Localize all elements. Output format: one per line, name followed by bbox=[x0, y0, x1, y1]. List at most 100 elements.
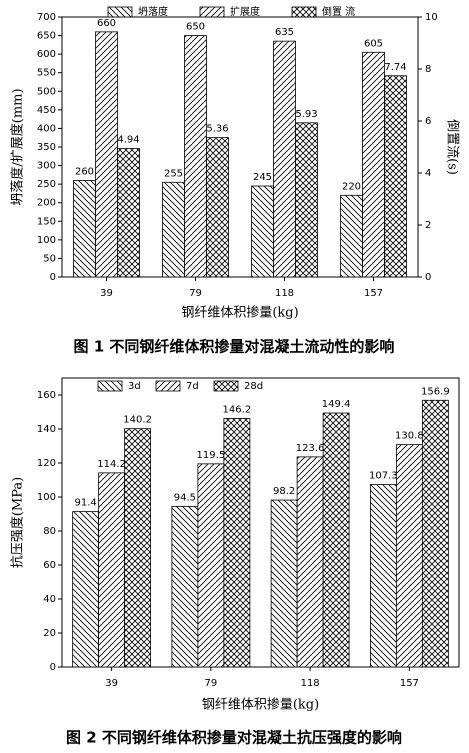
y-tick-label: 350 bbox=[37, 142, 56, 153]
bar bbox=[273, 40, 296, 278]
value-label: 98.2 bbox=[273, 486, 295, 497]
bar bbox=[395, 444, 423, 668]
value-label: 156.9 bbox=[421, 386, 450, 397]
value-label: 7.74 bbox=[384, 62, 406, 73]
value-label: 119.5 bbox=[197, 450, 226, 461]
bar bbox=[162, 181, 185, 278]
bar bbox=[184, 35, 207, 278]
value-label: 635 bbox=[275, 27, 294, 38]
bar bbox=[384, 75, 407, 278]
y2-tick-label: 8 bbox=[425, 64, 431, 75]
value-label: 5.93 bbox=[295, 109, 317, 120]
legend-swatch bbox=[199, 6, 225, 18]
x-tick-label: 118 bbox=[301, 678, 320, 689]
value-label: 255 bbox=[164, 168, 183, 179]
y-tick-label: 600 bbox=[37, 49, 56, 60]
y-tick-label: 140 bbox=[37, 424, 56, 435]
y-tick-label: 50 bbox=[43, 253, 56, 264]
bar bbox=[197, 463, 225, 668]
bar bbox=[206, 137, 229, 278]
bar bbox=[322, 412, 350, 668]
y-tick-label: 150 bbox=[37, 216, 56, 227]
y-tick-label: 20 bbox=[43, 628, 56, 639]
bar bbox=[251, 185, 274, 278]
x-tick-label: 39 bbox=[100, 288, 113, 299]
x-axis-label: 钢纤维体积掺量(kg) bbox=[202, 697, 319, 713]
legend-label: 7d bbox=[186, 381, 199, 392]
bar bbox=[98, 472, 126, 668]
x-tick-label: 157 bbox=[400, 678, 419, 689]
legend-label: 坍落度 bbox=[138, 5, 168, 18]
bar bbox=[340, 194, 363, 278]
y2-tick-label: 0 bbox=[425, 272, 431, 283]
y-tick-label: 80 bbox=[43, 526, 56, 537]
bar bbox=[171, 505, 199, 668]
legend-label: 倒置 流 bbox=[322, 5, 355, 18]
value-label: 149.4 bbox=[322, 399, 351, 410]
y-tick-label: 100 bbox=[37, 235, 56, 246]
bar bbox=[295, 122, 318, 278]
y-tick-label: 250 bbox=[37, 179, 56, 190]
y-tick-label: 700 bbox=[37, 12, 56, 23]
y2-tick-label: 10 bbox=[425, 12, 438, 23]
value-label: 146.2 bbox=[223, 404, 252, 415]
value-label: 140.2 bbox=[123, 415, 152, 426]
legend-swatch bbox=[291, 6, 317, 18]
x-tick-label: 157 bbox=[364, 288, 383, 299]
value-label: 660 bbox=[97, 18, 116, 29]
y-tick-label: 650 bbox=[37, 31, 56, 42]
y-tick-label: 40 bbox=[43, 594, 56, 605]
legend-label: 扩展度 bbox=[230, 5, 260, 18]
x-tick-label: 79 bbox=[205, 678, 218, 689]
x-tick-label: 39 bbox=[105, 678, 118, 689]
y-tick-label: 120 bbox=[37, 458, 56, 469]
value-label: 94.5 bbox=[174, 492, 196, 503]
y2-tick-label: 2 bbox=[425, 220, 431, 231]
x-tick-label: 118 bbox=[275, 288, 294, 299]
caption: 图 1 不同钢纤维体积掺量对混凝土流动性的影响 bbox=[74, 338, 395, 356]
value-label: 245 bbox=[253, 172, 272, 183]
y-tick-label: 160 bbox=[37, 390, 56, 401]
y-tick-label: 200 bbox=[37, 198, 56, 209]
bar bbox=[362, 51, 385, 278]
y2-tick-label: 4 bbox=[425, 168, 431, 179]
value-label: 4.94 bbox=[117, 135, 139, 146]
value-label: 650 bbox=[186, 22, 205, 33]
legend-label: 28d bbox=[244, 381, 263, 392]
legend-swatch bbox=[97, 380, 123, 392]
caption: 图 2 不同钢纤维体积掺量对混凝土抗压强度的影响 bbox=[66, 729, 402, 747]
bar bbox=[117, 148, 140, 278]
value-label: 130.8 bbox=[395, 431, 424, 442]
y2-tick-label: 6 bbox=[425, 116, 431, 127]
y-tick-label: 400 bbox=[37, 123, 56, 134]
value-label: 260 bbox=[75, 166, 94, 177]
y-tick-label: 0 bbox=[50, 662, 56, 673]
y-tick-label: 500 bbox=[37, 86, 56, 97]
bar bbox=[270, 499, 298, 668]
y-tick-label: 450 bbox=[37, 105, 56, 116]
value-label: 220 bbox=[342, 181, 361, 192]
bar bbox=[72, 511, 100, 668]
value-label: 123.6 bbox=[296, 443, 325, 454]
bar bbox=[95, 31, 118, 278]
y-axis-label: 抗压强度(MPa) bbox=[10, 477, 26, 568]
value-label: 107.3 bbox=[369, 471, 398, 482]
legend-swatch bbox=[155, 380, 181, 392]
bar bbox=[223, 418, 251, 668]
value-label: 91.4 bbox=[74, 498, 96, 509]
y-axis-label: 坍落度/扩展度(mm) bbox=[10, 88, 26, 205]
value-label: 5.36 bbox=[206, 124, 228, 135]
y2-axis-label: 倒置流(s) bbox=[445, 119, 460, 175]
bar bbox=[124, 428, 152, 668]
value-label: 114.2 bbox=[97, 459, 126, 470]
y-tick-label: 550 bbox=[37, 68, 56, 79]
y-tick-label: 300 bbox=[37, 161, 56, 172]
legend-swatch bbox=[213, 380, 239, 392]
legend-label: 3d bbox=[128, 381, 141, 392]
bar bbox=[73, 180, 96, 278]
y-tick-label: 60 bbox=[43, 560, 56, 571]
value-label: 605 bbox=[364, 38, 383, 49]
x-tick-label: 79 bbox=[189, 288, 202, 299]
y-tick-label: 100 bbox=[37, 492, 56, 503]
